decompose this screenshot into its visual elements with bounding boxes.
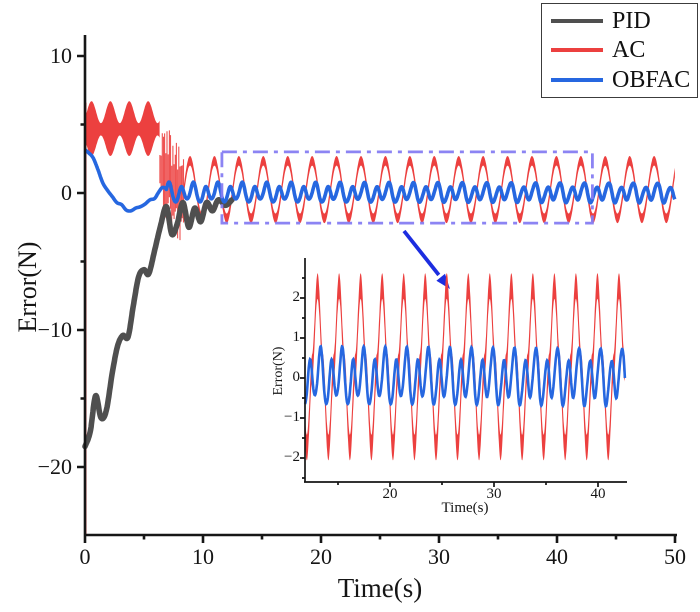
main-y-axis-label: Error(N) [13,241,42,333]
legend-line-ac-icon [551,48,603,53]
main-x-axis-label: Time(s) [337,573,423,603]
inset-y-tick-label: 1 [292,329,301,345]
legend-line-obfac-icon [551,78,603,83]
legend-row-pid: PID [542,9,697,33]
inset-x-tick-label: 40 [590,486,606,502]
legend-box: PID AC OBFAC [541,3,698,98]
inset-obfac-line [303,343,627,409]
legend-label-ac: AC [612,37,646,64]
legend-label-obfac: OBFAC [612,67,691,94]
inset-x-tick-label: 30 [486,486,502,502]
main-x-tick-label: 40 [546,544,568,569]
legend-line-pid-icon [551,18,603,23]
main-x-tick-label: 50 [664,544,686,569]
legend-row-ac: AC [542,38,697,62]
inset-y-tick-label: −2 [284,449,300,465]
inset-y-axis-label: Error(N) [271,346,286,396]
main-y-tick-label: −20 [37,454,72,479]
inset-x-axis-label: Time(s) [441,500,489,516]
main-x-tick-label: 10 [192,544,214,569]
zoom-region-box [220,150,594,225]
inset-y-tick-label: 0 [292,369,301,385]
main-x-tick-label: 30 [428,544,450,569]
inset-y-tick-label: 2 [292,289,301,305]
main-x-tick-label: 20 [310,544,332,569]
inset-axes [300,258,627,487]
inset-ac-band [305,273,625,461]
annotation-arrow [402,229,441,277]
legend-label-pid: PID [612,7,651,34]
main-y-tick-label: 10 [50,43,72,68]
main-axes [77,35,677,543]
inset-x-tick-label: 20 [382,486,398,502]
main-x-tick-label: 0 [79,544,91,569]
main-y-tick-label: −10 [37,317,72,342]
legend-row-obfac: OBFAC [542,68,697,92]
main-y-tick-label: 0 [61,180,72,205]
inset-y-tick-label: −1 [284,409,300,425]
